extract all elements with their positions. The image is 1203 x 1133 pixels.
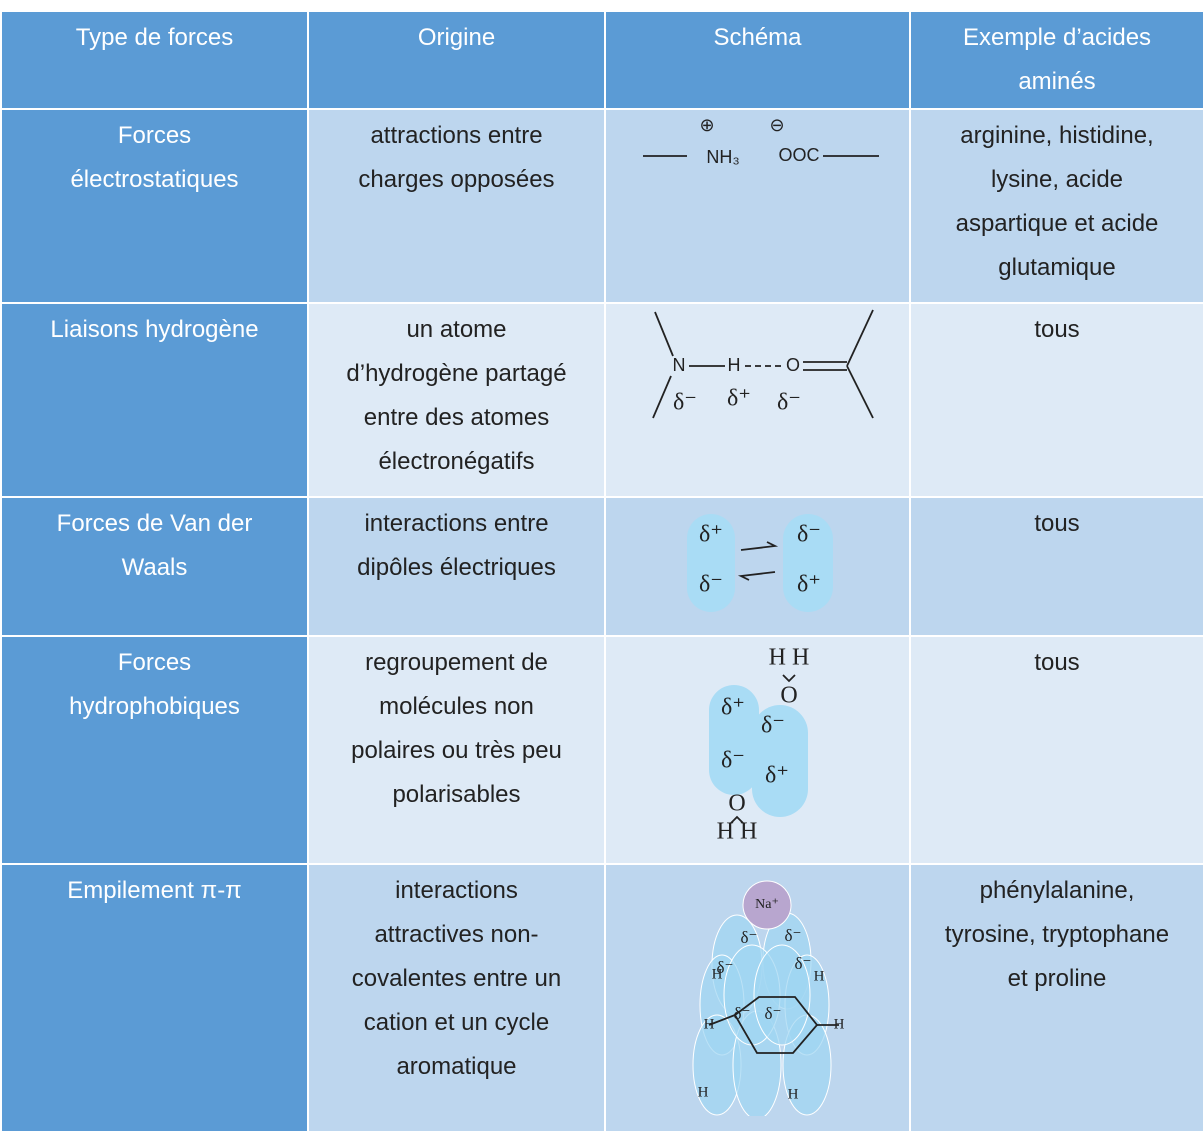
- schema: H HOδ⁺δ⁻δ⁻δ⁺OH H: [709, 645, 810, 845]
- examples-cell: tous: [909, 496, 1203, 637]
- schema: N H Oδ⁻ δ⁺ δ⁻: [652, 309, 874, 419]
- origin-cell: interactions entre dipôles électriques: [307, 496, 606, 637]
- bond: [730, 815, 744, 824]
- schema-label: δ⁻: [741, 928, 758, 947]
- type-cell: Empilement π-π: [0, 863, 309, 1133]
- header-cell: Origine: [307, 10, 606, 110]
- schema-cell: Na⁺ δ⁻ δ⁻ δ⁻ δ⁻ δ⁻ δ⁻ H H H H H H: [604, 863, 911, 1133]
- schema-label: ⊕: [699, 115, 714, 135]
- schema-label: δ⁺: [721, 695, 745, 721]
- origin-cell: un atome d’hydrogène partagé entre des a…: [307, 302, 606, 498]
- schema-label: δ⁻: [699, 572, 723, 598]
- bond: [708, 1014, 736, 1026]
- examples-cell: tous: [909, 302, 1203, 498]
- origin-cell: interactions attractives non-covalentes …: [307, 863, 606, 1133]
- schema-label: δ⁻: [797, 522, 821, 548]
- schema-label: δ⁻: [785, 926, 802, 945]
- schema-label: H H: [717, 819, 758, 845]
- bond: [846, 309, 874, 367]
- schema-label: H: [834, 1016, 845, 1032]
- origin-cell: attractions entre charges opposées: [307, 108, 606, 304]
- schema-label: NH₃: [706, 147, 739, 167]
- schema: Na⁺δ⁻ δ⁻δ⁻ δ⁻δ⁻ δ⁻H HH HH H: [692, 880, 845, 1120]
- schema-label: δ⁻: [795, 954, 812, 973]
- table-row: Liaisons hydrogène un atome d’hydrogène p…: [0, 302, 1203, 498]
- schema-label: δ⁻: [673, 390, 697, 416]
- table-row: Forces électrostatiques attractions entre…: [0, 108, 1203, 304]
- schema-label: ⊖: [769, 115, 784, 135]
- forces-table: Type de forces Origine Schéma Exemple d’…: [0, 10, 1203, 1133]
- schema-label: O: [786, 355, 800, 375]
- lobe: [753, 944, 811, 1046]
- schema: ⊕ NH₃ ⊖ OOC: [643, 115, 879, 167]
- type-cell: Forces électrostatiques: [0, 108, 309, 304]
- bond: [782, 674, 796, 683]
- page: Forces {"table": { "header": ["Type de f…: [0, 10, 1203, 1133]
- table-body: Forces électrostatiques attractions entre…: [0, 108, 1203, 1133]
- schema-label: N: [673, 355, 686, 375]
- header-row: Type de forces Origine Schéma Exemple d’…: [0, 10, 1203, 110]
- schema-label: δ⁻: [717, 958, 734, 977]
- schema-cell: ⊕ NH₃ ⊖ OOC: [604, 108, 911, 304]
- schema-label: H: [814, 968, 825, 984]
- examples-cell: phénylalanine, tyrosine, tryptophane et …: [909, 863, 1203, 1133]
- schema-label: δ⁻: [761, 713, 785, 739]
- schema-label: δ⁻: [765, 1004, 782, 1023]
- bond: [846, 365, 874, 419]
- schema-label: δ⁻: [734, 1004, 751, 1023]
- schema-label: O: [780, 683, 797, 709]
- bond: [652, 375, 672, 419]
- schema-label: H: [704, 1016, 715, 1032]
- schema-label: δ⁻: [721, 748, 745, 774]
- type-cell: Forces hydrophobiques: [0, 635, 309, 865]
- blob: [687, 514, 735, 612]
- schema-label: H: [728, 355, 741, 375]
- schema-label: Na⁺: [755, 897, 779, 912]
- origin-cell: regroupement de molécules non polaires o…: [307, 635, 606, 865]
- body: Type de forces Origine Schéma Exemple d’…: [0, 10, 1203, 1133]
- schema-cell: δ⁺ δ⁻ δ⁻ δ⁺: [604, 496, 911, 637]
- arrow: [740, 541, 779, 551]
- type-cell: Liaisons hydrogène: [0, 302, 309, 498]
- table-row: Forces de Van der Waals interactions entr…: [0, 496, 1203, 637]
- schema-label: δ⁺: [765, 763, 789, 789]
- header-cell: Type de forces: [0, 10, 309, 110]
- schema: δ⁺ δ⁻ δ⁻ δ⁺: [687, 514, 833, 612]
- bond: [654, 311, 674, 357]
- schema-label: δ⁺: [699, 522, 723, 548]
- table-row: Forces hydrophobiques regroupement de mol…: [0, 635, 1203, 865]
- blob: [752, 705, 808, 817]
- schema-label: OOC: [778, 145, 819, 165]
- cation: [742, 880, 792, 930]
- type-cell: Forces de Van der Waals: [0, 496, 309, 637]
- header-cell: Exemple d’acides aminés: [909, 10, 1203, 110]
- schema-label: O: [728, 791, 745, 817]
- schema-label: δ⁺: [797, 572, 821, 598]
- table-row: Empilement π-π interactions attractives n…: [0, 863, 1203, 1133]
- schema-label: H H: [769, 645, 810, 671]
- schema-label: δ⁺: [727, 386, 751, 412]
- blob: [783, 514, 833, 612]
- header-cell: Schéma: [604, 10, 911, 110]
- blob: [709, 685, 759, 795]
- schema-label: H: [712, 966, 723, 982]
- schema-label: H: [788, 1086, 799, 1102]
- schema-label: H: [698, 1084, 709, 1100]
- examples-cell: arginine, histidine, lysine, acide aspar…: [909, 108, 1203, 304]
- examples-cell: tous: [909, 635, 1203, 865]
- schema-label: δ⁻: [777, 390, 801, 416]
- arrow: [737, 571, 776, 581]
